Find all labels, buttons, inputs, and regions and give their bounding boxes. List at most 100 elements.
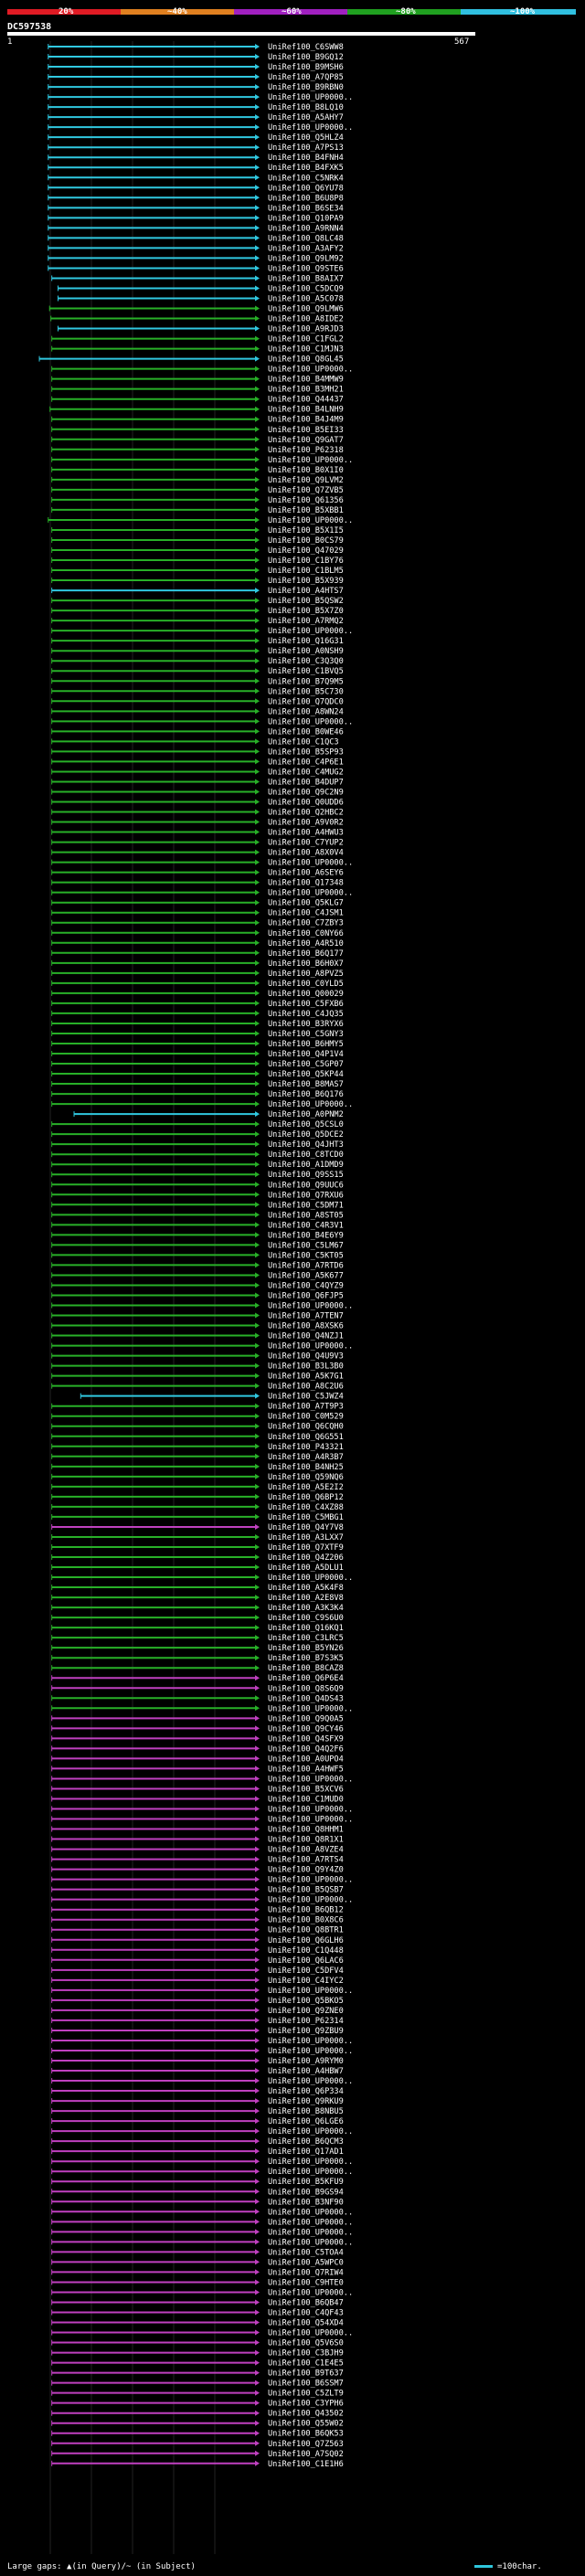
hit-row[interactable]: UniRef100_A4R510 — [51, 939, 344, 949]
hit-label[interactable]: UniRef100_UP0000.. — [268, 2218, 353, 2227]
hit-label[interactable]: UniRef100_A7PS13 — [268, 143, 344, 153]
hit-label[interactable]: UniRef100_B6Q176 — [268, 1090, 344, 1099]
hit-row[interactable]: UniRef100_Q6CQH0 — [51, 1423, 344, 1432]
hit-label[interactable]: UniRef100_B6SSM7 — [268, 2380, 344, 2389]
hit-label[interactable]: UniRef100_Q8S6Q9 — [268, 1684, 344, 1693]
hit-row[interactable]: UniRef100_Q8HHM1 — [51, 1826, 344, 1835]
hit-row[interactable]: UniRef100_A7RTS4 — [51, 1856, 344, 1865]
hit-label[interactable]: UniRef100_Q6GLH6 — [268, 1936, 344, 1945]
hit-label[interactable]: UniRef100_Q5HLZ4 — [268, 133, 344, 143]
hit-row[interactable]: UniRef100_B4FXK5 — [48, 164, 344, 173]
hit-row[interactable]: UniRef100_B5EI33 — [51, 426, 344, 435]
hit-label[interactable]: UniRef100_Q4DS43 — [268, 1694, 344, 1703]
hit-label[interactable]: UniRef100_B7Q9M5 — [268, 677, 344, 686]
hit-row[interactable]: UniRef100_C5GP07 — [51, 1060, 344, 1069]
hit-row[interactable]: UniRef100_Q7Z563 — [51, 2440, 344, 2449]
hit-label[interactable]: UniRef100_Q8R1X1 — [268, 1836, 344, 1845]
hit-label[interactable]: UniRef100_A4R510 — [268, 939, 344, 949]
hit-row[interactable]: UniRef100_C5GNY3 — [51, 1030, 344, 1039]
hit-row[interactable]: UniRef100_Q8BTR1 — [51, 1926, 344, 1935]
hit-label[interactable]: UniRef100_Q5DCE2 — [268, 1130, 344, 1140]
hit-row[interactable]: UniRef100_C5ZLT9 — [51, 2390, 344, 2399]
hit-row[interactable]: UniRef100_C4XZ88 — [51, 1503, 344, 1512]
hit-label[interactable]: UniRef100_A5AHY7 — [268, 113, 344, 122]
hit-label[interactable]: UniRef100_Q9ZNE0 — [268, 2007, 344, 2016]
hit-label[interactable]: UniRef100_B4MMW9 — [268, 376, 344, 385]
hit-row[interactable]: UniRef100_Q59NQ6 — [51, 1473, 344, 1482]
hit-label[interactable]: UniRef100_C0YLD5 — [268, 980, 344, 989]
hit-row[interactable]: UniRef100_A0UPO4 — [51, 1754, 344, 1764]
hit-row[interactable]: UniRef100_UP0000.. — [48, 93, 353, 102]
hit-row[interactable]: UniRef100_C9HTE0 — [51, 2278, 344, 2287]
hit-label[interactable]: UniRef100_Q17348 — [268, 879, 344, 888]
hit-label[interactable]: UniRef100_Q4NZJ1 — [268, 1332, 344, 1341]
hit-row[interactable]: UniRef100_Q5V6S0 — [51, 2339, 344, 2348]
hit-row[interactable]: UniRef100_A9V0R2 — [51, 819, 344, 828]
hit-row[interactable]: UniRef100_UP0000.. — [51, 2238, 353, 2247]
hit-label[interactable]: UniRef100_B5X7Z0 — [268, 607, 344, 616]
hit-label[interactable]: UniRef100_B6QCM3 — [268, 2137, 344, 2147]
hit-row[interactable]: UniRef100_C5FXB6 — [51, 1000, 344, 1009]
hit-label[interactable]: UniRef100_B5C730 — [268, 687, 344, 696]
hit-row[interactable]: UniRef100_A9RYM0 — [51, 2057, 344, 2066]
hit-row[interactable]: UniRef100_UP0000.. — [48, 123, 353, 133]
hit-row[interactable]: UniRef100_Q4Z206 — [51, 1553, 344, 1563]
hit-row[interactable]: UniRef100_Q9UUC6 — [51, 1181, 344, 1190]
hit-label[interactable]: UniRef100_C9S6U0 — [268, 1614, 344, 1623]
hit-row[interactable]: UniRef100_B6Q176 — [51, 1090, 344, 1099]
hit-row[interactable]: UniRef100_C4QF43 — [51, 2309, 344, 2318]
hit-row[interactable]: UniRef100_A1DMD9 — [51, 1161, 344, 1170]
hit-label[interactable]: UniRef100_C5DCQ9 — [268, 284, 344, 293]
hit-label[interactable]: UniRef100_Q4SFX9 — [268, 1734, 344, 1744]
hit-label[interactable]: UniRef100_A3K3K4 — [268, 1604, 344, 1613]
hit-row[interactable]: UniRef100_Q54XD4 — [51, 2319, 344, 2328]
hit-row[interactable]: UniRef100_Q4Y7V8 — [51, 1523, 344, 1532]
hit-label[interactable]: UniRef100_B5X939 — [268, 577, 344, 586]
hit-row[interactable]: UniRef100_UP0000.. — [51, 2329, 353, 2338]
hit-label[interactable]: UniRef100_A5C078 — [268, 295, 344, 304]
hit-row[interactable]: UniRef100_Q4P1V4 — [51, 1050, 344, 1059]
hit-label[interactable]: UniRef100_B4FXK5 — [268, 164, 344, 173]
hit-label[interactable]: UniRef100_B6U8P8 — [268, 194, 344, 203]
hit-row[interactable]: UniRef100_A7T9P3 — [51, 1403, 344, 1412]
hit-label[interactable]: UniRef100_Q54XD4 — [268, 2319, 344, 2328]
hit-label[interactable]: UniRef100_B5X1I5 — [268, 526, 344, 535]
hit-label[interactable]: UniRef100_C4XZ88 — [268, 1503, 344, 1512]
hit-row[interactable]: UniRef100_Q9CY46 — [51, 1724, 344, 1733]
hit-label[interactable]: UniRef100_B9GS94 — [268, 2188, 344, 2197]
hit-label[interactable]: UniRef100_Q59NQ6 — [268, 1473, 344, 1482]
hit-row[interactable]: UniRef100_Q9LMW6 — [48, 305, 344, 314]
hit-row[interactable]: UniRef100_A5C078 — [57, 295, 344, 304]
hit-label[interactable]: UniRef100_UP0000.. — [268, 1342, 353, 1352]
hit-label[interactable]: UniRef100_C1QC3 — [268, 737, 339, 747]
hit-label[interactable]: UniRef100_Q6BP12 — [268, 1493, 344, 1502]
hit-row[interactable]: UniRef100_A5K677 — [51, 1271, 344, 1280]
hit-label[interactable]: UniRef100_A8ST05 — [268, 1211, 344, 1220]
hit-row[interactable]: UniRef100_B9GS94 — [51, 2188, 344, 2197]
hit-label[interactable]: UniRef100_Q16KQ1 — [268, 1624, 344, 1633]
hit-row[interactable]: UniRef100_C8TCD0 — [51, 1150, 344, 1160]
hit-label[interactable]: UniRef100_B0X8C6 — [268, 1916, 344, 1925]
hit-row[interactable]: UniRef100_B5XBB1 — [51, 506, 344, 515]
hit-row[interactable]: UniRef100_Q0UDD6 — [51, 799, 344, 808]
hit-row[interactable]: UniRef100_B4NH25 — [51, 1463, 344, 1472]
hit-row[interactable]: UniRef100_B9MSH6 — [48, 63, 344, 72]
hit-row[interactable]: UniRef100_Q9ZBU9 — [51, 2027, 344, 2036]
hit-row[interactable]: UniRef100_B6QCM3 — [51, 2137, 344, 2147]
hit-label[interactable]: UniRef100_A7TEN7 — [268, 1312, 344, 1321]
hit-row[interactable]: UniRef100_Q6GLH6 — [51, 1936, 344, 1945]
hit-row[interactable]: UniRef100_B0CS79 — [51, 536, 344, 546]
hit-row[interactable]: UniRef100_Q4Q2F6 — [51, 1744, 344, 1754]
hit-label[interactable]: UniRef100_Q7Z563 — [268, 2440, 344, 2449]
hit-label[interactable]: UniRef100_A9RJD3 — [268, 325, 344, 334]
hit-row[interactable]: UniRef100_A7TEN7 — [51, 1312, 344, 1321]
hit-row[interactable]: UniRef100_Q47029 — [51, 546, 344, 556]
hit-label[interactable]: UniRef100_UP0000.. — [268, 1876, 353, 1885]
hit-label[interactable]: UniRef100_C5KT05 — [268, 1251, 344, 1260]
hit-row[interactable]: UniRef100_A5K4F8 — [51, 1584, 344, 1593]
hit-label[interactable]: UniRef100_Q4U9V3 — [268, 1352, 344, 1362]
hit-label[interactable]: UniRef100_Q44437 — [268, 396, 344, 405]
hit-label[interactable]: UniRef100_B9RBN0 — [268, 83, 344, 92]
hit-row[interactable]: UniRef100_C4R3V1 — [51, 1221, 344, 1230]
hit-label[interactable]: UniRef100_B3NF90 — [268, 2198, 344, 2207]
